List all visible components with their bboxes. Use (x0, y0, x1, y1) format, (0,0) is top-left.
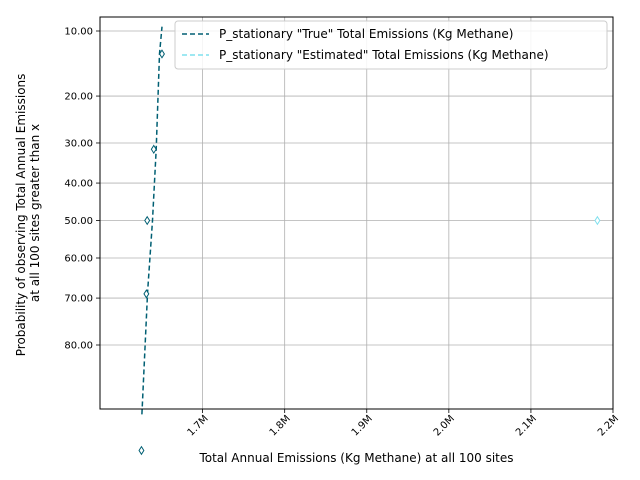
series-layer (138, 26, 601, 456)
x-axis-label: Total Annual Emissions (Kg Methane) at a… (198, 451, 513, 465)
data-point-marker (138, 445, 145, 456)
y-tick-label: 30.00 (64, 138, 93, 149)
y-axis-label: Probability of observing Total Annual Em… (14, 70, 42, 356)
y-tick-label: 20.00 (64, 92, 93, 103)
data-point-marker (144, 215, 151, 226)
data-point-marker (150, 144, 157, 155)
legend-box (174, 20, 608, 70)
legend: P_stationary "True" Total Emissions (Kg … (174, 20, 608, 70)
y-axis-label-line-1: Probability of observing Total Annual Em… (14, 74, 28, 357)
legend-label: P_stationary "Estimated" Total Emissions… (219, 48, 549, 62)
y-tick-label: 50.00 (64, 216, 93, 227)
plot-area-frame (99, 16, 614, 410)
data-point-marker (594, 215, 601, 226)
data-point-marker (143, 289, 150, 299)
y-tick-label: 80.00 (64, 341, 93, 352)
y-tick-label: 40.00 (64, 179, 93, 190)
y-tick-label: 10.00 (64, 27, 93, 38)
data-point-marker (158, 49, 165, 59)
legend-label: P_stationary "True" Total Emissions (Kg … (219, 27, 513, 41)
y-axis-label-line-2: at all 100 sites greater than x (28, 124, 42, 302)
y-tick-label: 60.00 (64, 253, 93, 264)
y-tick-label: 70.00 (64, 294, 93, 305)
